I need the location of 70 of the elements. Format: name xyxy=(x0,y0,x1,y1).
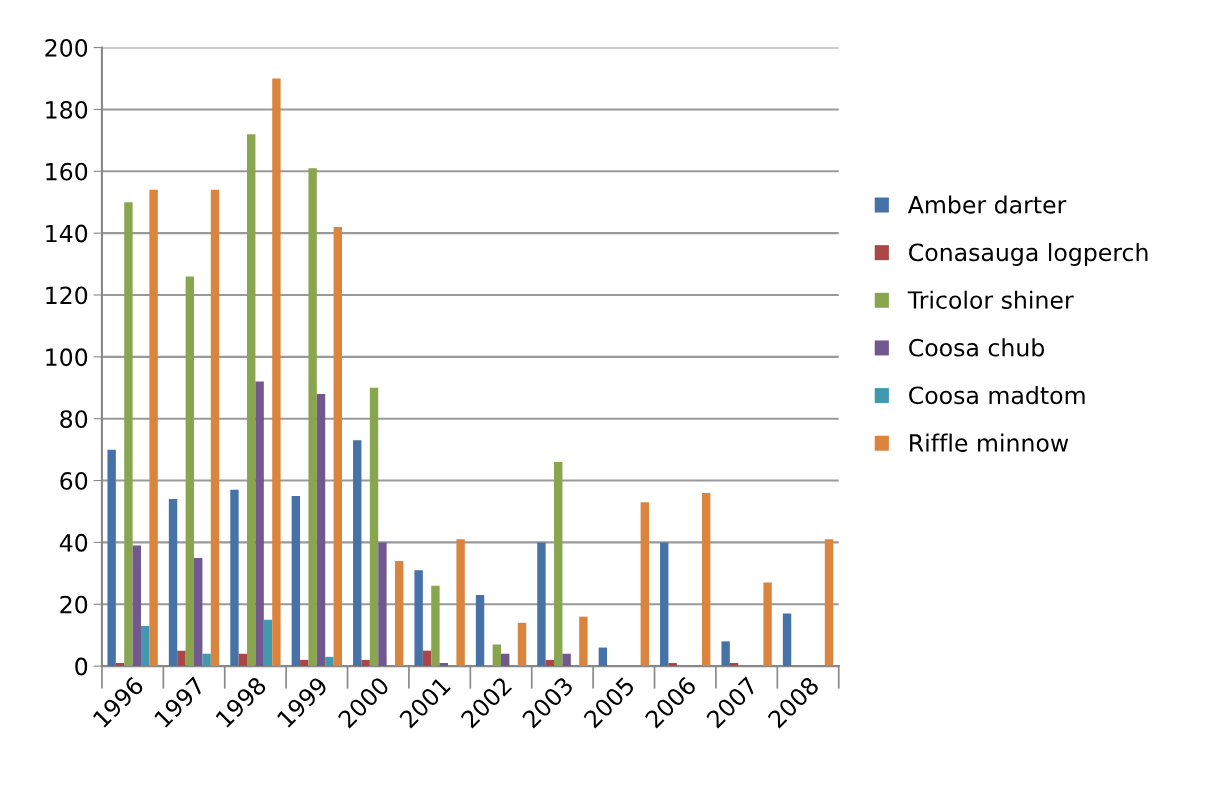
bar xyxy=(325,656,334,667)
bar xyxy=(308,168,317,667)
y-tick-label: 140 xyxy=(46,224,88,243)
y-tick-label: 120 xyxy=(46,286,88,305)
bar xyxy=(333,226,342,667)
bar xyxy=(702,492,711,667)
y-tick-label: 0 xyxy=(75,657,88,676)
y-tick-label: 60 xyxy=(60,472,88,490)
bar xyxy=(300,659,309,667)
bar xyxy=(763,582,772,667)
bar xyxy=(395,560,404,667)
y-tick-label: 180 xyxy=(46,100,88,119)
bar xyxy=(562,653,571,667)
bar xyxy=(124,202,133,667)
bar xyxy=(185,276,195,667)
bar xyxy=(475,594,485,667)
bar xyxy=(378,542,387,667)
bar xyxy=(598,647,608,667)
bar xyxy=(782,613,792,667)
legend-label: Conasauga logperch xyxy=(909,243,1148,266)
bar xyxy=(202,653,211,667)
legend-label: Coosa chub xyxy=(909,338,1045,357)
bar xyxy=(545,659,555,667)
bar xyxy=(230,489,239,667)
bar xyxy=(579,616,588,667)
bar xyxy=(177,650,186,667)
bar xyxy=(660,542,669,667)
y-tick-label: 40 xyxy=(59,533,88,552)
bar xyxy=(422,650,432,667)
y-tick-label: 100 xyxy=(46,348,88,367)
legend-label: Riffle minnow xyxy=(910,433,1069,452)
bar xyxy=(456,539,465,667)
bar xyxy=(210,189,220,667)
bar xyxy=(431,585,440,667)
bar xyxy=(194,557,203,667)
bar xyxy=(247,134,256,667)
legend-label: Coosa madtom xyxy=(909,385,1085,405)
bar xyxy=(537,542,546,667)
bar xyxy=(501,653,510,667)
bar xyxy=(115,663,125,667)
bar xyxy=(492,644,502,667)
bar xyxy=(272,78,281,667)
bar xyxy=(353,440,362,667)
bar xyxy=(107,449,116,667)
bar xyxy=(149,189,158,667)
y-tick-label: 80 xyxy=(60,410,88,429)
y-tick-label: 20 xyxy=(60,595,88,614)
bar xyxy=(414,570,423,667)
bar xyxy=(640,502,649,667)
bar xyxy=(729,663,739,667)
y-tick-label: 160 xyxy=(46,162,88,181)
bar xyxy=(554,462,563,667)
bar xyxy=(255,381,264,667)
bar xyxy=(263,619,273,667)
bar xyxy=(291,496,301,667)
bar xyxy=(517,622,527,667)
bar xyxy=(141,625,150,667)
bar xyxy=(316,393,326,667)
bar xyxy=(721,641,730,667)
legend-label: Amber darter xyxy=(907,195,1067,214)
y-tick-label: 200 xyxy=(45,39,88,57)
bar xyxy=(824,539,834,667)
bar xyxy=(168,499,178,667)
bar xyxy=(369,387,379,667)
bar xyxy=(132,545,142,667)
bar xyxy=(238,653,248,667)
bar xyxy=(439,663,449,667)
bar xyxy=(668,663,677,667)
bar xyxy=(361,659,370,667)
legend-label: Tricolor shiner xyxy=(907,290,1074,309)
